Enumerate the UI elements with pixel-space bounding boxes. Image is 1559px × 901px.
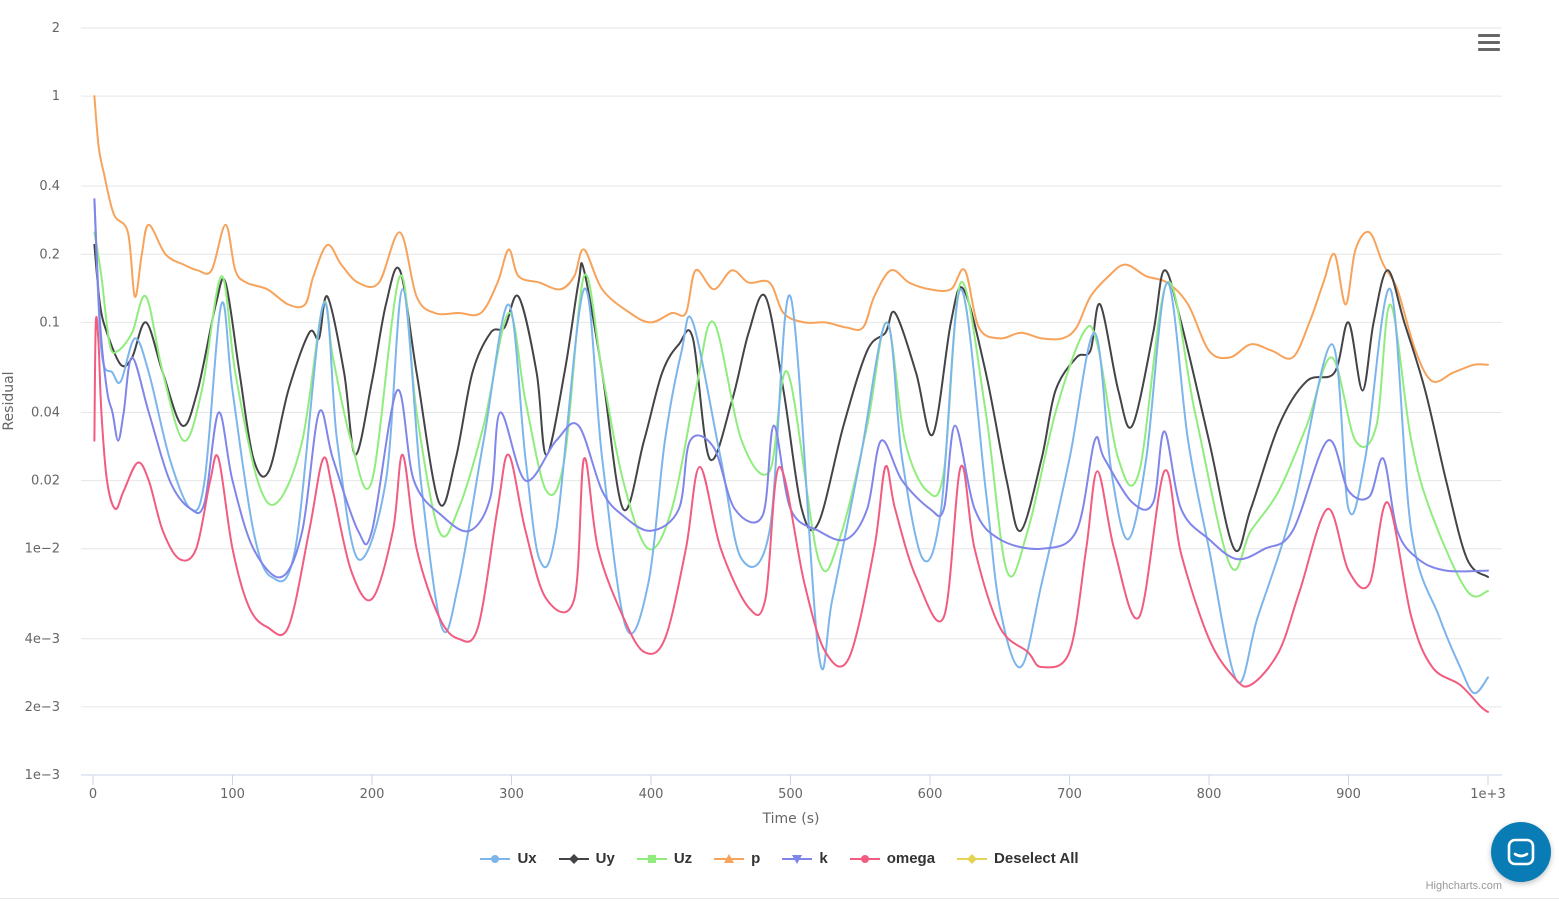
y-tick-label: 0.02 <box>31 474 60 489</box>
legend-label: k <box>819 850 828 867</box>
legend-label: Ux <box>517 850 537 867</box>
series-line-p[interactable] <box>93 95 1489 383</box>
hamburger-menu-icon <box>1478 34 1500 37</box>
legend-label: Uy <box>595 850 615 867</box>
x-tick-label: 200 <box>360 787 385 802</box>
legend-label: Uz <box>673 850 693 867</box>
legend-marker-icon <box>782 852 813 866</box>
legend-marker-icon <box>714 852 745 866</box>
legend-item-k[interactable]: k <box>782 850 828 867</box>
y-tick-label: 2 <box>52 21 60 36</box>
x-tick-label: 600 <box>918 787 943 802</box>
legend-label: p <box>751 850 761 867</box>
x-axis-title: Time (s) <box>762 811 820 827</box>
series-line-Uy[interactable] <box>93 243 1489 578</box>
legend-item-ux[interactable]: Ux <box>480 850 537 867</box>
y-tick-label: 0.4 <box>39 179 60 194</box>
chat-widget-button[interactable] <box>1491 822 1551 882</box>
x-tick-label: 700 <box>1057 787 1082 802</box>
y-tick-label: 1e−2 <box>25 542 60 557</box>
x-tick-label: 500 <box>778 787 803 802</box>
chat-icon <box>1507 838 1535 866</box>
y-tick-label: 0.2 <box>39 247 60 262</box>
legend-marker-icon <box>558 852 589 866</box>
legend-item-uz[interactable]: Uz <box>636 850 693 867</box>
y-axis-title: Residual <box>1 371 17 430</box>
legend-item-p[interactable]: p <box>714 850 760 867</box>
y-tick-label: 1e−3 <box>25 768 60 783</box>
series-lines <box>93 95 1489 713</box>
x-tick-label: 0 <box>89 787 97 802</box>
x-tick-label: 300 <box>499 787 524 802</box>
legend-label: Deselect All <box>994 850 1079 867</box>
series-line-k[interactable] <box>93 198 1489 579</box>
y-axis-ticks: 1e−3 2e−3 4e−3 1e−2 0.02 0.04 0.1 0.2 0.4 1 2 <box>25 21 60 783</box>
credits-link[interactable]: Highcharts.com <box>1425 880 1502 892</box>
y-tick-label: 2e−3 <box>25 700 60 715</box>
legend-item-deselect-all[interactable]: Deselect All <box>957 850 1079 867</box>
series-line-omega[interactable] <box>93 315 1489 713</box>
x-tick-label: 400 <box>639 787 664 802</box>
bottom-divider <box>0 898 1559 899</box>
legend-marker-icon <box>480 852 511 866</box>
y-tick-label: 0.04 <box>31 405 60 420</box>
y-tick-label: 4e−3 <box>25 632 60 647</box>
legend-item-uy[interactable]: Uy <box>558 850 615 867</box>
series-line-Ux[interactable] <box>93 198 1489 695</box>
x-tick-label: 1e+3 <box>1470 787 1505 802</box>
chart-menu-button[interactable] <box>1472 30 1506 56</box>
series-line-Uz[interactable] <box>93 231 1489 598</box>
y-tick-label: 1 <box>52 89 60 104</box>
legend-marker-icon <box>849 852 880 866</box>
x-tick-label: 900 <box>1336 787 1361 802</box>
legend-item-omega[interactable]: omega <box>849 850 936 867</box>
x-tick-label: 100 <box>220 787 245 802</box>
legend-marker-icon <box>957 852 988 866</box>
legend-label: omega <box>886 850 936 867</box>
residual-chart: 1e−3 2e−3 4e−3 1e−2 0.02 0.04 0.1 0.2 0.4 1 2 0 100… <box>1 21 1506 827</box>
x-axis-ticks: 0 100 200 300 400 500 600 700 800 900 1e+3 <box>89 775 1506 802</box>
chart-legend: Ux Uy Uz p k omega Deselect All <box>0 850 1559 867</box>
x-tick-label: 800 <box>1197 787 1222 802</box>
y-tick-label: 0.1 <box>39 315 60 330</box>
legend-marker-icon <box>636 852 667 866</box>
